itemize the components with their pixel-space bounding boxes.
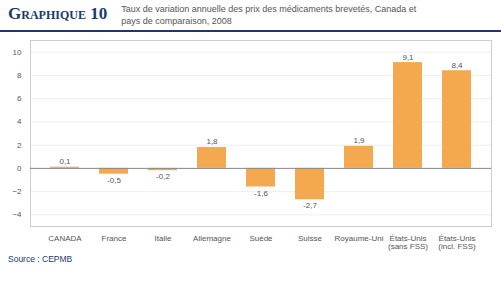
- svg-text:Suède: Suède: [249, 235, 273, 244]
- svg-text:États-Unis(incl. FSS): États-Unis(incl. FSS): [438, 235, 476, 252]
- svg-text:-0,2: -0,2: [156, 173, 170, 182]
- svg-text:CANADA: CANADA: [48, 235, 82, 244]
- svg-text:10: 10: [13, 48, 22, 57]
- svg-text:Italie: Italie: [155, 235, 172, 244]
- html-text:Graphique 10: Graphique 10: [8, 4, 108, 23]
- svg-text:États-Unis(sans FSS): États-Unis(sans FSS): [388, 235, 428, 252]
- svg-text:4: 4: [17, 118, 22, 127]
- svg-text:−4: −4: [12, 211, 22, 220]
- svg-text:−2: −2: [12, 188, 22, 197]
- svg-text:6: 6: [17, 95, 22, 104]
- svg-text:-0,5: -0,5: [107, 176, 121, 185]
- svg-text:1,9: 1,9: [353, 137, 365, 146]
- html-text:Taux de variation annuelle des: Taux de variation annuelle des prix des …: [121, 4, 417, 26]
- svg-text:Allemagne: Allemagne: [193, 235, 231, 244]
- svg-text:0: 0: [17, 164, 22, 173]
- svg-text:2: 2: [17, 141, 22, 150]
- svg-text:0,1: 0,1: [59, 158, 71, 167]
- svg-text:1,8: 1,8: [206, 138, 218, 147]
- svg-text:Royaume-Uni: Royaume-Uni: [335, 235, 384, 244]
- svg-text:8: 8: [17, 71, 22, 80]
- svg-text:France: France: [102, 235, 127, 244]
- svg-text:9,1: 9,1: [402, 53, 414, 62]
- svg-text:-1,6: -1,6: [254, 189, 268, 198]
- svg-text:8,4: 8,4: [451, 61, 463, 70]
- html-text:Source : CEPMB: Source : CEPMB: [8, 254, 73, 265]
- svg-text:-2,7: -2,7: [303, 202, 317, 211]
- svg-text:Suisse: Suisse: [298, 235, 323, 244]
